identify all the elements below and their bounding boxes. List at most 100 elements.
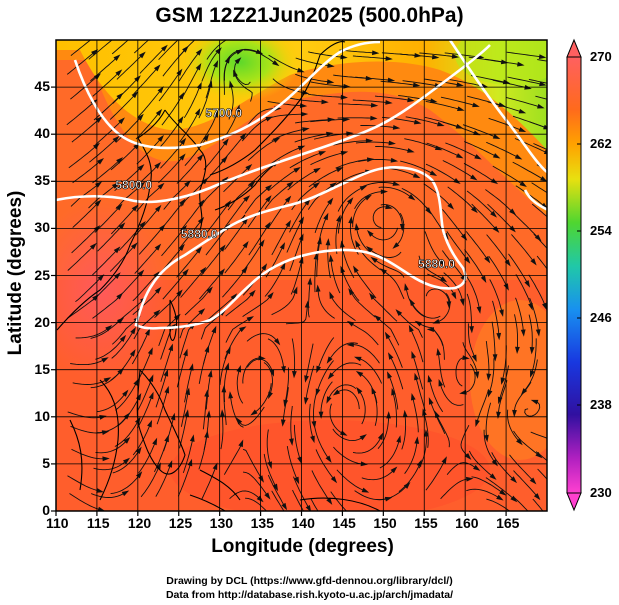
streamline <box>371 295 398 322</box>
streamline <box>267 198 290 229</box>
streamline-arrow <box>484 434 489 443</box>
x-tick-label: 160 <box>455 515 479 531</box>
streamline-arrow <box>94 199 102 207</box>
streamline <box>228 84 234 120</box>
streamline <box>177 462 192 497</box>
streamline <box>446 231 469 261</box>
streamline <box>264 265 285 297</box>
streamline <box>136 137 162 165</box>
streamline-arrow <box>115 40 116 41</box>
streamline <box>293 424 301 461</box>
streamline <box>488 358 495 394</box>
streamline-arrow <box>164 434 169 443</box>
streamline <box>267 100 304 107</box>
streamline <box>336 469 366 492</box>
streamline <box>132 274 158 302</box>
streamline-arrow <box>471 206 478 214</box>
streamline-arrow <box>221 155 228 163</box>
streamline-arrow <box>273 338 281 346</box>
streamline <box>285 304 308 325</box>
streamline-arrow <box>509 225 516 233</box>
streamline-arrow <box>439 276 448 283</box>
streamline-arrow <box>408 324 414 333</box>
streamline-arrow <box>353 356 362 362</box>
streamline <box>203 141 227 170</box>
streamline <box>464 141 498 158</box>
streamline <box>272 78 306 94</box>
streamline-arrow <box>416 459 422 467</box>
streamline-arrow <box>325 238 331 246</box>
streamline-arrow <box>176 68 183 76</box>
streamline-arrow <box>292 370 297 379</box>
streamline <box>535 451 547 462</box>
streamline-arrow <box>330 476 338 484</box>
streamline <box>337 200 352 234</box>
streamline <box>375 146 411 152</box>
streamline-arrow <box>207 80 213 88</box>
streamline <box>179 413 188 449</box>
streamline <box>242 294 272 317</box>
streamline <box>512 161 545 181</box>
streamline <box>223 389 227 426</box>
streamline <box>489 279 503 314</box>
streamline-arrow <box>518 127 527 132</box>
streamline-arrow <box>384 496 393 502</box>
streamline <box>178 51 201 82</box>
streamline <box>314 426 330 460</box>
streamline <box>223 59 229 95</box>
streamline <box>392 391 398 428</box>
streamline-arrow <box>138 51 146 59</box>
streamline-arrow <box>272 483 279 492</box>
streamline <box>305 365 315 401</box>
streamline-arrow <box>135 28 142 34</box>
streamline-arrow <box>426 327 435 332</box>
streamline-arrow <box>436 348 442 356</box>
y-tick-label: 45 <box>34 78 50 95</box>
streamline <box>291 184 318 211</box>
streamline-arrow <box>496 411 501 419</box>
streamline-arrow <box>447 202 455 210</box>
streamline-arrow <box>198 199 205 207</box>
streamline <box>352 55 389 60</box>
streamline <box>109 93 136 120</box>
streamline-arrow <box>414 372 419 381</box>
y-tick-label: 5 <box>42 454 50 471</box>
streamline <box>286 219 303 253</box>
streamline <box>381 116 418 124</box>
streamline-arrow <box>185 387 191 396</box>
streamline-arrow <box>137 164 145 171</box>
streamline <box>335 218 340 254</box>
streamline-arrow <box>220 409 225 417</box>
streamline-arrow <box>302 127 310 132</box>
streamline <box>311 470 331 502</box>
x-tick-label: 155 <box>414 515 438 531</box>
streamline-arrow <box>496 332 502 341</box>
streamline-arrow <box>130 326 136 335</box>
streamline-arrow <box>543 124 547 130</box>
streamline <box>329 403 345 435</box>
streamline-arrow <box>460 233 468 241</box>
streamline-arrow <box>326 356 333 364</box>
streamline <box>515 274 532 307</box>
streamline <box>263 453 277 488</box>
streamline-arrow <box>328 254 334 262</box>
streamline <box>95 337 124 360</box>
streamline <box>425 288 450 305</box>
streamline <box>133 312 158 340</box>
streamline <box>471 476 504 494</box>
streamline-arrow <box>414 53 422 58</box>
streamline-arrow <box>297 67 305 73</box>
streamline-arrow <box>474 154 482 160</box>
streamline <box>111 330 135 359</box>
streamline-arrow <box>340 265 346 274</box>
streamline <box>314 256 317 293</box>
streamline-arrow <box>500 59 509 65</box>
streamline-arrow <box>425 207 432 215</box>
streamline-arrow <box>131 204 139 212</box>
streamline-arrow <box>428 397 434 405</box>
streamline <box>290 259 303 295</box>
streamline <box>293 476 310 510</box>
streamline <box>444 52 481 58</box>
streamline-arrow <box>204 430 209 438</box>
streamline-arrow <box>346 131 354 137</box>
